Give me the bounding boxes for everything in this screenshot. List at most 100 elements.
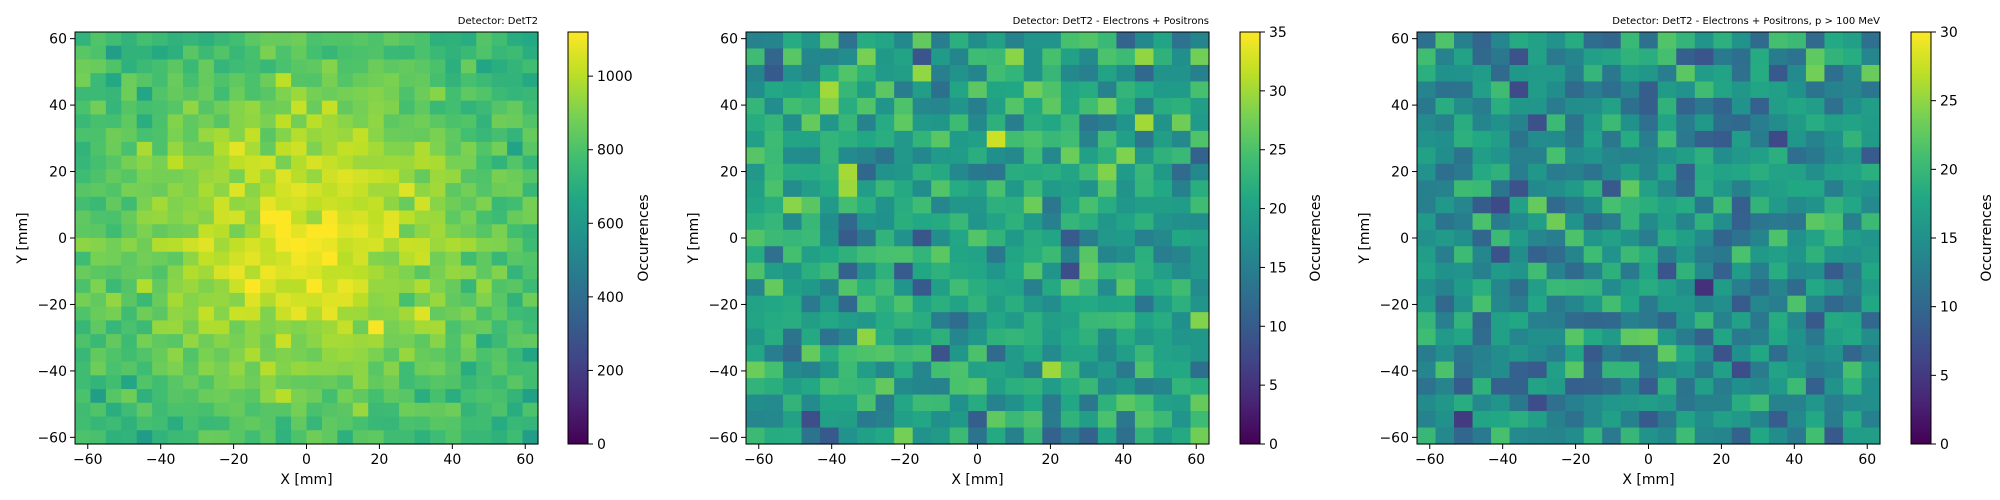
heatmap-cell [1787, 361, 1807, 379]
heatmap-cell [321, 114, 338, 129]
heatmap-cell [1583, 64, 1603, 83]
heatmap-cell [1472, 229, 1492, 247]
heatmap-cell [1435, 213, 1455, 231]
heatmap-cell [1454, 32, 1474, 50]
heatmap-cell [1694, 328, 1714, 346]
heatmap-cell [152, 292, 169, 308]
heatmap-cell [931, 163, 951, 181]
heatmap-cell [1171, 97, 1192, 115]
heatmap-cell [445, 320, 462, 335]
heatmap-cell [783, 180, 803, 198]
heatmap-cell [1079, 312, 1099, 330]
heatmap-cell [1861, 361, 1881, 379]
heatmap-cell [1602, 114, 1622, 132]
heatmap-cell [1134, 64, 1155, 83]
heatmap-cell [383, 32, 400, 47]
heatmap-cell [1190, 328, 1210, 346]
heatmap-cell [801, 411, 821, 429]
heatmap-cell [291, 347, 308, 363]
heatmap-cell [90, 238, 107, 253]
heatmap-cell [75, 100, 92, 115]
heatmap-cell [291, 169, 308, 184]
heatmap-cell [1602, 361, 1622, 379]
heatmap-cell [1694, 411, 1714, 429]
colorbar-tick-label: 25 [1940, 94, 1958, 110]
heatmap-cell [507, 402, 524, 418]
heatmap-cell [167, 73, 184, 88]
heatmap-cell [820, 81, 840, 99]
heatmap-cell [1676, 81, 1696, 99]
heatmap-cell [1060, 48, 1080, 66]
heatmap-cell [1842, 114, 1863, 132]
heatmap-cell [746, 312, 766, 330]
heatmap-cell [1694, 114, 1714, 132]
heatmap-cell [399, 361, 416, 376]
heatmap-cell [1583, 312, 1603, 330]
heatmap-cell [183, 210, 200, 225]
heatmap-cell [291, 361, 308, 376]
heatmap-cell [337, 86, 354, 102]
heatmap-cell [1583, 48, 1603, 66]
heatmap-cell [383, 265, 400, 280]
heatmap-cell [152, 155, 169, 170]
heatmap-cell [1842, 64, 1863, 83]
heatmap-cell [213, 251, 230, 267]
heatmap-cell [968, 97, 988, 115]
heatmap-cell [75, 265, 92, 280]
heatmap-cell [429, 210, 446, 225]
heatmap-cell [1454, 345, 1474, 363]
heatmap-cell [1042, 196, 1062, 214]
heatmap-cell [476, 155, 493, 170]
heatmap-cell [306, 169, 323, 184]
heatmap-cell [321, 32, 338, 47]
heatmap-cell [291, 73, 308, 88]
colorbar-tick-label: 10 [1940, 300, 1958, 316]
heatmap-cell [291, 320, 308, 335]
heatmap-cell [507, 389, 524, 404]
heatmap-cell [968, 196, 988, 214]
y-tick-label: −40 [1379, 364, 1409, 380]
heatmap-cell [801, 295, 821, 313]
heatmap-cell [321, 169, 338, 184]
heatmap-cell [260, 279, 277, 294]
heatmap-cell [801, 262, 821, 280]
heatmap-cell [949, 213, 969, 231]
heatmap-cell [912, 279, 932, 297]
heatmap-cell [764, 213, 784, 231]
heatmap-cell [491, 169, 508, 184]
heatmap-cell [105, 430, 122, 445]
heatmap-cell [1060, 147, 1080, 165]
heatmap-cell [1713, 196, 1733, 214]
heatmap-cell [105, 361, 122, 376]
heatmap-cell [1565, 213, 1585, 231]
heatmap-cell [857, 130, 877, 148]
heatmap-cell [1787, 32, 1807, 50]
heatmap-cell [121, 265, 138, 280]
heatmap-cell [136, 86, 153, 102]
heatmap-cell [399, 320, 416, 335]
heatmap-cell [183, 306, 200, 321]
heatmap-cell [460, 155, 477, 170]
heatmap-cell [460, 402, 477, 418]
heatmap-cell [1676, 114, 1696, 132]
heatmap-cell [90, 183, 107, 198]
heatmap-cell [857, 97, 877, 115]
colorbar-tick-label: 20 [1269, 202, 1287, 218]
heatmap-cell [337, 402, 354, 418]
heatmap-cell [1565, 279, 1585, 297]
heatmap-cell [275, 306, 292, 321]
heatmap-cell [1768, 262, 1788, 280]
heatmap-cell [820, 328, 840, 346]
heatmap-cell [875, 295, 895, 313]
heatmap-cell [968, 361, 988, 379]
heatmap-cell [1583, 378, 1603, 396]
heatmap-cell [1435, 130, 1455, 148]
heatmap-cell [275, 251, 292, 267]
heatmap-cell [1583, 114, 1603, 132]
heatmap-cell [1023, 246, 1043, 264]
heatmap-cell [1620, 147, 1640, 165]
heatmap-cell [1417, 361, 1437, 379]
heatmap-cell [912, 262, 932, 280]
heatmap-cell [491, 347, 508, 363]
heatmap-cell [783, 246, 803, 264]
